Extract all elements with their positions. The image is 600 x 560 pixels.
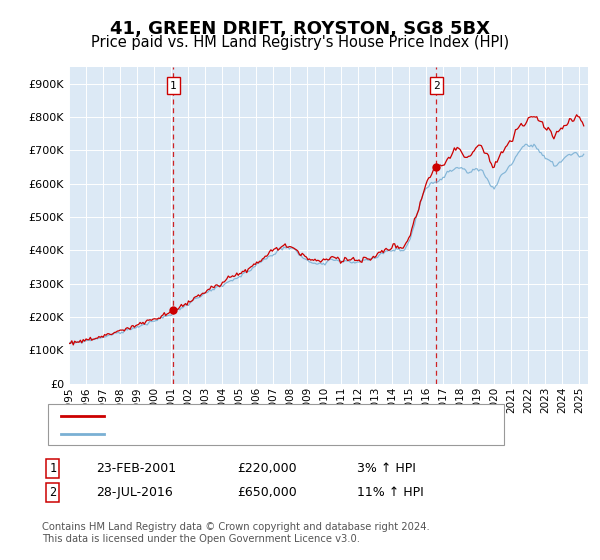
Text: HPI: Average price, detached house, North Hertfordshire: HPI: Average price, detached house, Nort… (112, 427, 445, 440)
Text: Contains HM Land Registry data © Crown copyright and database right 2024.
This d: Contains HM Land Registry data © Crown c… (42, 522, 430, 544)
Text: 41, GREEN DRIFT, ROYSTON, SG8 5BX: 41, GREEN DRIFT, ROYSTON, SG8 5BX (110, 20, 490, 38)
Text: 23-FEB-2001: 23-FEB-2001 (96, 462, 176, 475)
Text: 28-JUL-2016: 28-JUL-2016 (96, 486, 173, 500)
Text: 11% ↑ HPI: 11% ↑ HPI (357, 486, 424, 500)
Text: 3% ↑ HPI: 3% ↑ HPI (357, 462, 416, 475)
Text: 1: 1 (170, 81, 177, 91)
Text: 2: 2 (49, 486, 56, 500)
Text: 2: 2 (433, 81, 439, 91)
Text: £220,000: £220,000 (237, 462, 296, 475)
Text: Price paid vs. HM Land Registry's House Price Index (HPI): Price paid vs. HM Land Registry's House … (91, 35, 509, 50)
Text: 1: 1 (49, 462, 56, 475)
Text: £650,000: £650,000 (237, 486, 297, 500)
Text: 41, GREEN DRIFT, ROYSTON, SG8 5BX (detached house): 41, GREEN DRIFT, ROYSTON, SG8 5BX (detac… (112, 409, 443, 422)
